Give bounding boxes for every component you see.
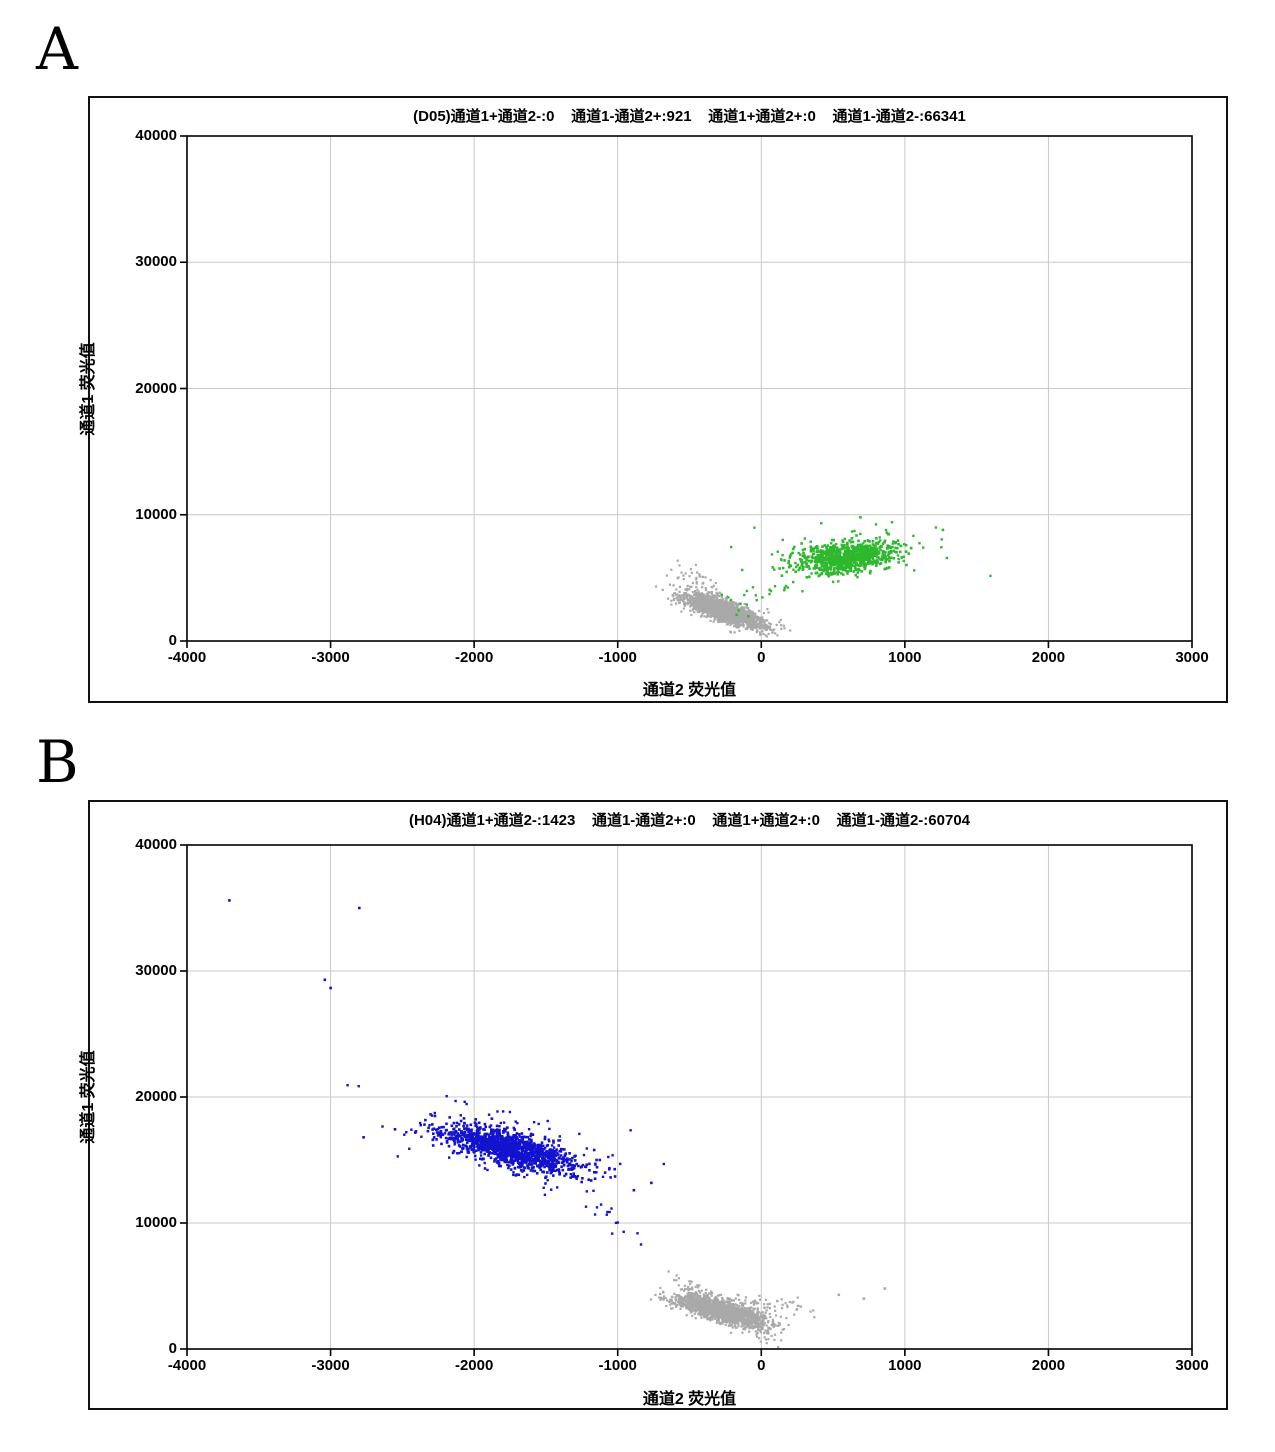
cluster-ch1-positive-halo: [346, 1084, 665, 1208]
outlier-point: [859, 516, 862, 519]
cluster-ch1-positive-trail: [593, 1203, 643, 1246]
outlier-point: [362, 1136, 365, 1139]
cluster-negative-droplets: [649, 1286, 790, 1335]
x-tick-label: -1000: [598, 1357, 637, 1374]
scatter-canvas-A: [180, 135, 1193, 648]
y-tick-label: 0: [168, 1340, 177, 1357]
y-tick-label: 40000: [135, 836, 177, 853]
cluster-ch1-positive-droplets: [393, 1113, 653, 1192]
outlier-point: [329, 986, 332, 990]
cluster-intermediate-strays: [720, 580, 804, 618]
x-tick-label: -4000: [167, 1357, 207, 1374]
cluster-ch2-positive-droplets: [771, 531, 913, 579]
x-tick-label: -3000: [311, 649, 350, 666]
y-tick-label: 30000: [135, 962, 177, 979]
cluster-negative-right-sparse: [675, 1293, 816, 1320]
x-tick-label: -1000: [598, 649, 637, 666]
x-tick-label: -2000: [454, 649, 494, 666]
x-tick-label: 1000: [888, 1357, 922, 1374]
x-tick-label: -2000: [454, 1357, 494, 1374]
cluster-negative-lower-tail: [728, 1311, 783, 1349]
x-tick-label: 3000: [1175, 1357, 1209, 1374]
cluster-ch2-positive-halo: [730, 521, 992, 590]
chart-a-y-axis-label: 通道1 荧光值: [80, 341, 97, 436]
chart-b-plot-area: 通道1 荧光值 通道2 荧光值 -4000 -3000 -2000 -1000 0 100…: [80, 836, 1209, 1408]
chart-a-x-axis-label: 通道2 荧光值: [642, 682, 737, 699]
scatter-canvas-B: [180, 844, 1193, 1356]
outlier-point: [228, 899, 231, 902]
y-tick-label: 40000: [135, 127, 177, 144]
outlier-point: [883, 1287, 887, 1290]
cluster-negative-upper-trail: [665, 559, 727, 608]
outlier-point: [941, 528, 945, 532]
x-tick-label: 0: [757, 649, 766, 666]
panel-a-letter: A: [36, 15, 78, 83]
y-tick-label: 20000: [135, 379, 177, 397]
y-tick-label: 10000: [135, 1214, 177, 1231]
y-tick-label: 0: [168, 632, 177, 649]
chart-b-panel: (H04)通道1+通道2-:1423 通道1-通道2+:0 通道1+通道2+:0…: [80, 800, 1228, 1410]
x-tick-label: -4000: [167, 649, 207, 666]
outlier-point: [862, 1297, 866, 1300]
y-tick-label: 20000: [135, 1088, 177, 1105]
cluster-negative-upper-trail: [667, 1270, 721, 1303]
x-tick-label: 3000: [1175, 649, 1209, 666]
chart-a-title: (D05)通道1+通道2-:0 通道1-通道2+:921 通道1+通道2+:0 …: [413, 108, 966, 125]
cluster-negative-droplets: [654, 584, 792, 638]
x-tick-label: 2000: [1031, 649, 1066, 666]
x-tick-label: 0: [757, 1357, 766, 1374]
chart-b-x-axis-label: 通道2 荧光值: [642, 1391, 737, 1408]
chart-a-plot-area: 通道1 荧光值 通道2 荧光值 -4000 -3000 -2000 -1000 0 100…: [80, 127, 1209, 699]
panel-b-letter: B: [36, 728, 79, 796]
y-tick-label: 30000: [135, 253, 177, 271]
x-tick-label: 1000: [888, 649, 922, 666]
outlier-point: [837, 1293, 841, 1297]
outlier-point: [358, 906, 361, 910]
x-tick-label: -3000: [311, 1357, 350, 1374]
chart-a-panel: (D05)通道1+通道2-:0 通道1-通道2+:921 通道1+通道2+:0 …: [80, 96, 1228, 703]
outlier-point: [323, 978, 327, 982]
chart-b-title: (H04)通道1+通道2-:1423 通道1-通道2+:0 通道1+通道2+:0…: [408, 812, 971, 829]
chart-b-y-axis-label: 通道1 荧光值: [80, 1050, 97, 1144]
y-tick-label: 10000: [135, 505, 177, 523]
x-tick-label: 2000: [1031, 1357, 1066, 1374]
